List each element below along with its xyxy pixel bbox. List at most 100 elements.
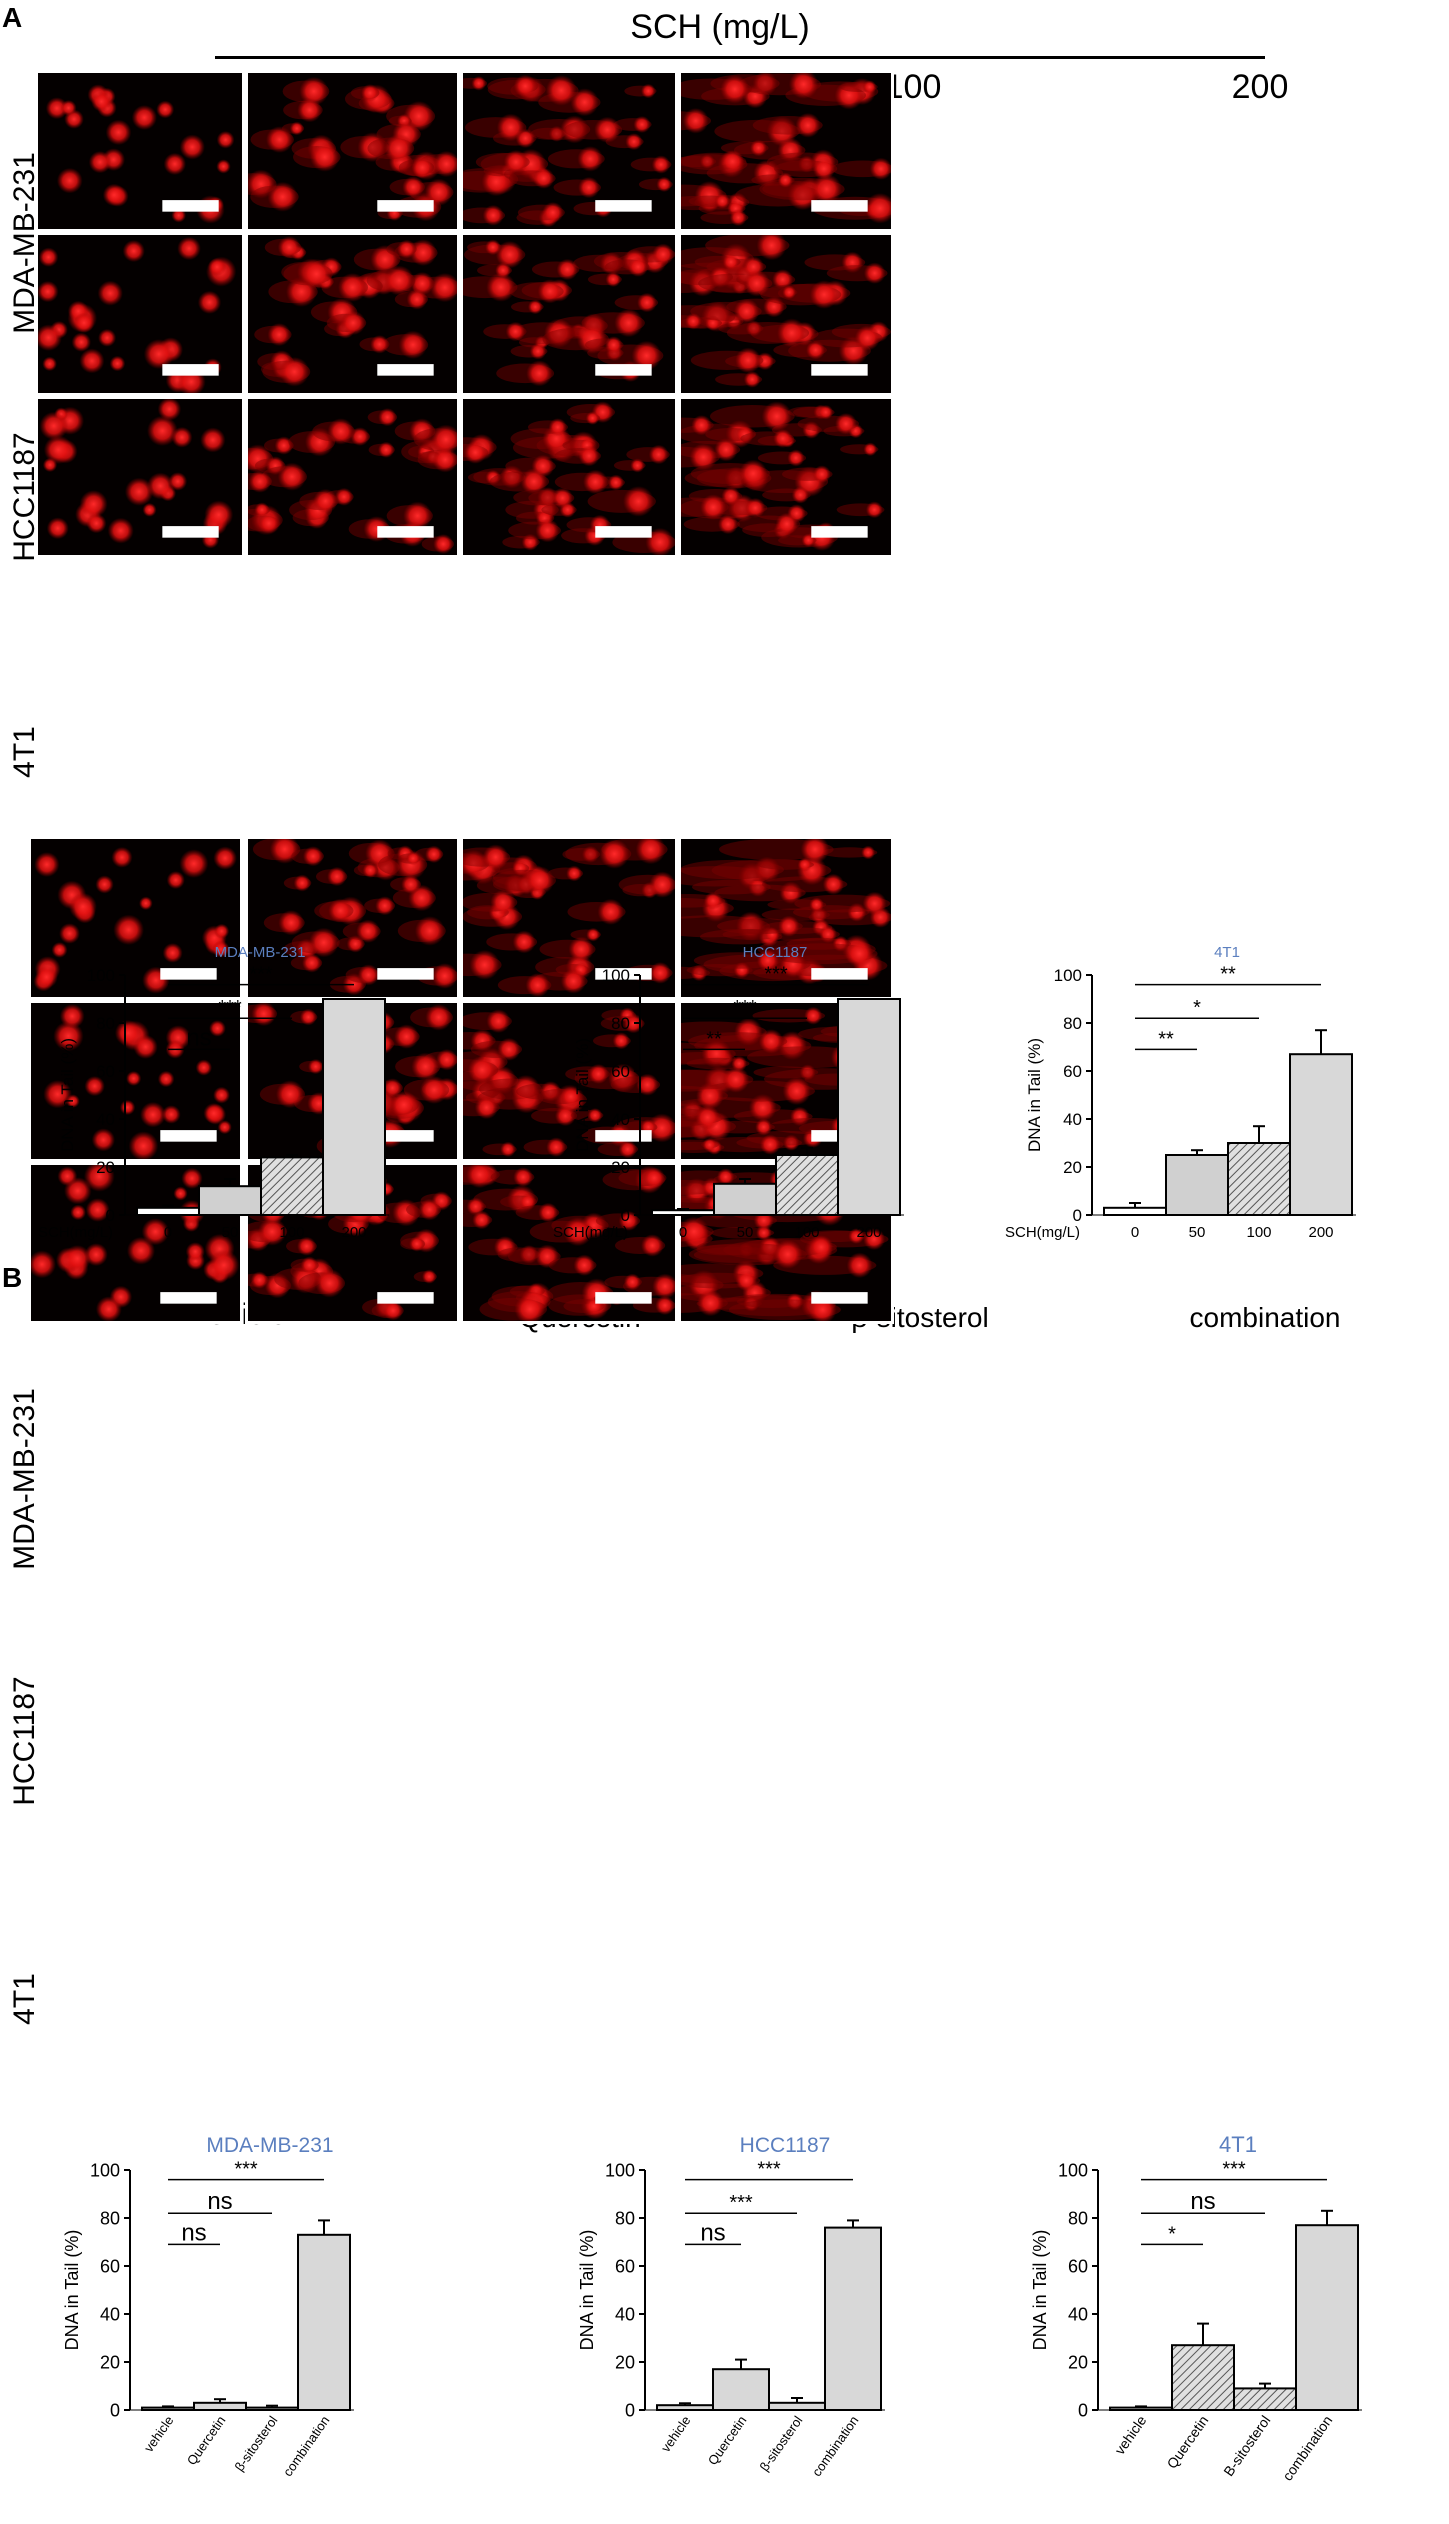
- a-micrograph-2-0: [35, 396, 245, 558]
- cell-nucleus: [512, 860, 529, 876]
- cell-nucleus: [529, 342, 547, 360]
- cell-nucleus: [544, 318, 574, 348]
- y-tick-label: 60: [615, 2256, 635, 2276]
- cell-nucleus: [556, 258, 579, 281]
- cell-nucleus: [168, 472, 188, 491]
- cell-nucleus: [424, 178, 453, 206]
- cell-nucleus: [269, 839, 300, 864]
- y-tick-label: 100: [90, 2160, 120, 2180]
- cell-nucleus: [743, 1295, 760, 1312]
- bar-1: [713, 1182, 777, 1216]
- significance-label: ***: [234, 2159, 258, 2181]
- cell-nucleus: [496, 113, 525, 142]
- cell-nucleus: [864, 192, 891, 224]
- cell-nucleus: [313, 488, 338, 514]
- cell-nucleus: [383, 265, 415, 296]
- y-tick-label: 60: [611, 1062, 630, 1081]
- cell-nucleus: [79, 348, 105, 374]
- cell-nucleus: [383, 1300, 404, 1321]
- cell-nucleus: [274, 436, 294, 455]
- b-micrograph-0-3: [678, 836, 894, 1000]
- category-label: Quercetin: [184, 2413, 229, 2468]
- cell-nucleus: [409, 239, 437, 267]
- y-tick-label: 100: [1058, 2160, 1088, 2180]
- y-tick-label: 40: [96, 1110, 115, 1129]
- scale-bar: [160, 1292, 217, 1304]
- cell-nucleus: [682, 107, 709, 134]
- category-label: Quercetin: [705, 2413, 750, 2468]
- cell-nucleus: [587, 1108, 603, 1123]
- cell-nucleus: [95, 875, 114, 894]
- cell-nucleus: [98, 328, 117, 347]
- cell-nucleus: [397, 239, 417, 259]
- cell-nucleus: [733, 961, 751, 979]
- a-micrograph-0-1: [245, 70, 460, 232]
- cell-nucleus: [126, 1236, 156, 1265]
- cell-nucleus: [146, 472, 174, 500]
- cell-nucleus: [537, 279, 563, 304]
- cell-nucleus: [124, 477, 154, 506]
- cell-nucleus: [651, 155, 671, 174]
- y-tick-label: 20: [96, 1158, 115, 1177]
- cell-nucleus: [605, 271, 621, 288]
- cell-nucleus: [486, 1009, 511, 1034]
- cell-nucleus: [431, 963, 457, 989]
- cell-nucleus: [627, 256, 649, 277]
- category-label: 0: [679, 1224, 687, 1241]
- cell-nucleus: [690, 964, 708, 982]
- y-tick-label: 0: [621, 1206, 630, 1225]
- y-tick-label: 40: [1068, 2304, 1088, 2324]
- y-axis-label: DNA in Tail (%): [58, 1038, 77, 1152]
- cell-nucleus: [162, 942, 183, 963]
- cell-nucleus: [779, 951, 807, 978]
- cell-nucleus: [43, 435, 73, 465]
- cell-nucleus: [384, 133, 414, 163]
- cell-nucleus: [643, 1167, 666, 1189]
- cell-nucleus: [472, 1210, 492, 1230]
- cell-nucleus: [308, 1058, 324, 1075]
- cell-nucleus: [525, 866, 555, 895]
- cell-nucleus: [109, 355, 126, 372]
- cell-nucleus: [31, 1250, 56, 1279]
- cell-nucleus: [83, 1165, 115, 1192]
- cell-nucleus: [257, 1217, 287, 1246]
- cell-nucleus: [128, 1131, 159, 1159]
- y-tick-label: 0: [625, 2400, 635, 2420]
- b-micrograph-2-2: [460, 1162, 678, 1324]
- cell-nucleus: [697, 1289, 724, 1317]
- cell-nucleus: [655, 1295, 675, 1316]
- cell-nucleus: [430, 424, 457, 455]
- cell-nucleus: [640, 83, 656, 99]
- cell-nucleus: [485, 469, 501, 485]
- cell-nucleus: [53, 1021, 84, 1052]
- cell-nucleus: [513, 1167, 534, 1187]
- y-tick-label: 100: [605, 2160, 635, 2180]
- cell-nucleus: [630, 458, 645, 473]
- cell-nucleus: [105, 119, 132, 146]
- cell-nucleus: [545, 75, 577, 106]
- cell-nucleus: [171, 426, 193, 448]
- cell-nucleus: [563, 1217, 593, 1247]
- cell-nucleus: [568, 936, 594, 962]
- bar-3: [837, 998, 901, 1216]
- cell-nucleus: [493, 1236, 517, 1259]
- cell-nucleus: [91, 1128, 116, 1152]
- cell-nucleus: [834, 81, 864, 110]
- significance-label: ns: [700, 2219, 725, 2246]
- cell-nucleus: [761, 401, 792, 432]
- cell-nucleus: [56, 167, 83, 194]
- cell-nucleus: [181, 1167, 203, 1189]
- cell-nucleus: [649, 962, 672, 984]
- cell-nucleus: [656, 176, 672, 192]
- scale-bar: [595, 1130, 652, 1142]
- cell-nucleus: [378, 408, 397, 427]
- cell-nucleus: [772, 269, 794, 290]
- cell-nucleus: [782, 285, 797, 300]
- cell-nucleus: [709, 266, 732, 288]
- cell-nucleus: [752, 73, 778, 96]
- cell-nucleus: [527, 299, 543, 315]
- significance-label: *: [1193, 997, 1201, 1019]
- chart-b-hcc: HCC1187 DNA in Tail (%) 0 20 40 60 80 100 vehicl…: [555, 2130, 955, 2520]
- cell-nucleus: [357, 132, 388, 163]
- y-tick-label: 20: [615, 2352, 635, 2372]
